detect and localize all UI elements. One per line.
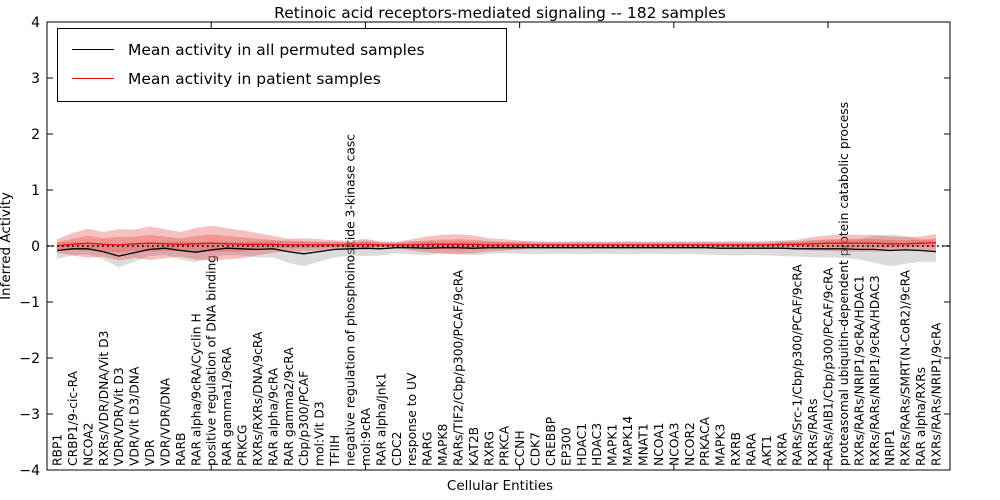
legend-line-permuted (72, 49, 114, 50)
legend-item-patient: Mean activity in patient samples (66, 64, 496, 93)
category-label: RBP1 (51, 434, 65, 466)
category-label: HDAC1 (575, 423, 589, 466)
category-label: positive regulation of DNA binding (205, 255, 219, 466)
patient-band-inner (57, 234, 936, 253)
chart-title: Retinoic acid receptors-mediated signali… (274, 4, 726, 22)
legend: Mean activity in all permuted samples Me… (57, 28, 507, 102)
category-label: RAR alpha/9cRA/Cyclin H (189, 313, 203, 466)
category-label: NRIP1 (883, 429, 897, 466)
y-axis-label: Inferred Activity (0, 192, 14, 300)
category-label: NCOA2 (81, 423, 95, 466)
category-label: mol:9cRA (359, 407, 373, 466)
y-tick-label: 4 (31, 15, 40, 31)
category-label: CRBP1/9-cic-RA (66, 370, 80, 466)
y-tick-label: 2 (31, 127, 40, 143)
category-label: PRKCG (236, 425, 250, 466)
y-tick-label: 0 (31, 239, 40, 255)
category-label: RXRs/RARs/NRIP1/9cRA/HDAC3 (868, 275, 882, 466)
category-label: VDR/Vit D3/DNA (128, 366, 142, 466)
category-label: Cbp/p300/PCAF (297, 371, 311, 466)
category-label: CREBBP (544, 417, 558, 466)
category-label: TFIIH (328, 435, 342, 467)
category-label: RAR gamma2/9cRA (282, 347, 296, 466)
category-label: RXRs/RARs/SMRT(N-CoR2)/9cRA (899, 269, 913, 466)
category-label: RARB (174, 433, 188, 466)
category-label: RARs/AIB1/Cbp/p300/PCAF/9cRA (822, 267, 836, 466)
category-label: VDR/VDR/DNA (158, 377, 172, 466)
category-label: negative regulation of phosphoinositide … (344, 134, 358, 466)
series-lines (56, 241, 937, 257)
y-tick-label: −4 (19, 463, 40, 479)
category-label: NCOA3 (667, 423, 681, 466)
category-label: VDR/VDR/Vit D3 (112, 367, 126, 466)
category-label: RAR alpha/RXRs (914, 367, 928, 466)
category-label: RARG (421, 431, 435, 466)
category-label: mol:Vit D3 (313, 401, 327, 466)
category-label: HDAC3 (590, 423, 604, 466)
category-label: NCOR2 (683, 422, 697, 466)
y-tick-label: −2 (19, 351, 40, 367)
category-label: RARs/TIF2/Cbp/p300/PCAF/9cRA (451, 269, 465, 466)
category-label: response to UV (405, 372, 419, 466)
category-label: RXRs/VDR/DNA/Vit D3 (97, 331, 111, 466)
category-label: EP300 (559, 427, 573, 466)
category-label: AKT1 (760, 435, 774, 466)
category-label: RXRs/RARs/NRIP1/9cRA (930, 322, 944, 466)
category-label: RXRB (729, 432, 743, 466)
category-label: PRKACA (698, 416, 712, 466)
confidence-bands (57, 225, 936, 268)
category-label: MAPK1 (606, 424, 620, 466)
category-label: RAR gamma1/9cRA (220, 347, 234, 466)
legend-line-patient (72, 78, 114, 79)
category-label: MAPK14 (621, 416, 635, 466)
category-label: PRKCA (498, 425, 512, 466)
axes-frame (46, 21, 951, 471)
category-label: CDC2 (390, 432, 404, 466)
permuted-line (56, 247, 937, 257)
category-label: MNAT1 (637, 423, 651, 466)
patient-line (56, 241, 937, 247)
y-tick-labels: 4 3 2 1 0 −1 −2 −3 −4 (19, 15, 40, 479)
category-label: RARs/Src-1/Cbp/p300/PCAF/9cRA (791, 264, 805, 466)
category-label: NCOA1 (652, 423, 666, 466)
category-label: CCNH (513, 430, 527, 466)
category-label: RARA (744, 432, 758, 466)
category-label: RAR alpha/9cRA (266, 367, 280, 466)
category-label: RXRs/RARs/NRIP1/9cRA/HDAC1 (852, 275, 866, 466)
y-tick-label: −3 (19, 407, 40, 423)
category-label: MAPK8 (436, 424, 450, 466)
category-label: KAT2B (467, 427, 481, 466)
y-tick-label: 1 (31, 183, 40, 199)
patient-band-outer (57, 225, 936, 261)
category-label: RXRs/RARs (806, 399, 820, 466)
permuted-band (57, 234, 936, 268)
category-label: VDR (143, 439, 157, 466)
category-label: RXRA (775, 432, 789, 466)
y-tick-label: 3 (31, 71, 40, 87)
category-label: proteasomal ubiquitin-dependent protein … (837, 102, 851, 466)
legend-item-permuted: Mean activity in all permuted samples (66, 35, 496, 64)
category-label: RAR alpha/Jnk1 (374, 372, 388, 466)
category-label: MAPK3 (714, 424, 728, 466)
legend-label-permuted: Mean activity in all permuted samples (128, 40, 425, 59)
x-axis-label: Cellular Entities (446, 478, 554, 494)
legend-label-patient: Mean activity in patient samples (128, 69, 381, 88)
category-label: CDK7 (529, 432, 543, 466)
y-tick-label: −1 (19, 295, 40, 311)
category-label: RXRs/RXRs/DNA/9cRA (251, 331, 265, 466)
category-labels: RBP1 CRBP1/9-cic-RA NCOA2 RXRs/VDR/DNA/Vit … (51, 102, 944, 467)
category-label: RXRG (482, 431, 496, 466)
